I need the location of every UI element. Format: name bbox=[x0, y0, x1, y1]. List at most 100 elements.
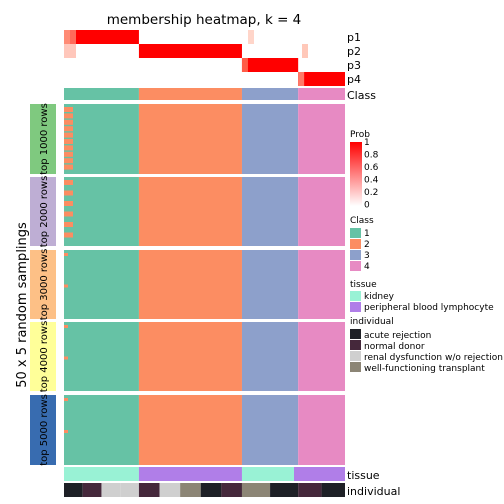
block-cell bbox=[64, 322, 139, 391]
block-cell bbox=[138, 104, 242, 174]
tissue-cell bbox=[294, 467, 299, 481]
individual-legend-swatch bbox=[350, 362, 361, 372]
sampling-group-bar bbox=[30, 395, 56, 465]
legends: Prob10.80.60.40.20Class1234tissuekidneyp… bbox=[350, 130, 503, 374]
prob-row-label: p4 bbox=[347, 73, 361, 86]
tissue-cell bbox=[241, 467, 299, 481]
individual-legend-title: individual bbox=[350, 317, 394, 327]
class-legend-swatch bbox=[350, 239, 361, 249]
individual-legend-swatch bbox=[350, 340, 361, 350]
prob-cell-fuzzy bbox=[298, 72, 305, 86]
class-row-label: Class bbox=[347, 89, 376, 102]
individual-cell bbox=[298, 483, 322, 497]
tissue-legend-swatch bbox=[350, 291, 361, 301]
block-cell bbox=[241, 177, 299, 246]
block-cell bbox=[298, 322, 345, 391]
individual-legend-label: normal donor bbox=[364, 342, 425, 352]
block-cell bbox=[241, 104, 299, 174]
class-cell bbox=[64, 88, 139, 100]
prob-cell-fuzzy bbox=[241, 58, 248, 72]
tissue-cell bbox=[138, 467, 242, 481]
tissue-cell bbox=[304, 467, 309, 481]
individual-legend-label: renal dysfunction w/o rejection bbox=[364, 353, 503, 363]
block-cell bbox=[64, 104, 139, 174]
individual-cell bbox=[200, 483, 222, 497]
mixed-membership-streak bbox=[64, 190, 73, 196]
mixed-membership-streak bbox=[64, 164, 73, 170]
mixed-membership-streak bbox=[64, 201, 73, 206]
block-cell bbox=[241, 322, 299, 391]
tissue-cell bbox=[298, 467, 345, 481]
tissue-cell bbox=[64, 467, 139, 481]
sampling-group-label: top 2000 rows bbox=[39, 176, 50, 248]
tissue-legend-label: kidney bbox=[364, 292, 395, 302]
individual-cell bbox=[321, 483, 345, 497]
block-cell bbox=[241, 395, 299, 465]
block-cell bbox=[298, 250, 345, 319]
mixed-membership-streak bbox=[64, 139, 73, 144]
prob-legend-tick: 0.4 bbox=[364, 176, 379, 186]
prob-legend-tick: 1 bbox=[364, 138, 370, 148]
prob-cell-fuzzy bbox=[302, 44, 308, 58]
class-legend-label: 1 bbox=[364, 229, 370, 239]
prob-row-label: p2 bbox=[347, 45, 361, 58]
tissue-legend-swatch bbox=[350, 302, 361, 312]
block-cell bbox=[64, 177, 139, 246]
block-cell bbox=[138, 395, 242, 465]
individual-cell bbox=[270, 483, 299, 497]
block-cell bbox=[298, 104, 345, 174]
individual-legend-swatch bbox=[350, 329, 361, 339]
block-cell bbox=[241, 250, 299, 319]
class-cell bbox=[298, 88, 345, 100]
individual-row-label: individual bbox=[347, 485, 400, 498]
prob-cell-fuzzy bbox=[70, 30, 76, 44]
mixed-membership-streak bbox=[64, 232, 73, 238]
sampling-group-bar bbox=[30, 250, 56, 319]
class-legend-swatch bbox=[350, 261, 361, 271]
mixed-membership-streak bbox=[64, 126, 73, 132]
individual-legend-label: well-functioning transplant bbox=[364, 364, 485, 374]
prob-legend-bar bbox=[350, 142, 362, 206]
chart-title: membership heatmap, k = 4 bbox=[107, 12, 302, 28]
prob-cell-fuzzy bbox=[64, 44, 76, 58]
prob-legend-tick: 0.6 bbox=[364, 163, 379, 173]
class-legend-swatch bbox=[350, 228, 361, 238]
class-legend-title: Class bbox=[350, 216, 374, 226]
prob-cell-p3 bbox=[241, 58, 299, 72]
mixed-membership-streak bbox=[64, 253, 68, 256]
mixed-membership-streak bbox=[64, 119, 73, 125]
mixed-membership-streak bbox=[64, 284, 68, 288]
sampling-axis-label: 50 x 5 random samplings bbox=[15, 222, 30, 388]
mixed-membership-streak bbox=[64, 356, 68, 360]
individual-cell bbox=[138, 483, 160, 497]
sampling-group-bar bbox=[30, 104, 56, 174]
individual-cell bbox=[101, 483, 121, 497]
prob-cell-p2 bbox=[138, 44, 242, 58]
block-cell bbox=[138, 177, 242, 246]
class-legend-label: 2 bbox=[364, 240, 370, 250]
tissue-legend-title: tissue bbox=[350, 280, 377, 290]
mixed-membership-streak bbox=[64, 145, 73, 151]
mixed-membership-streak bbox=[64, 132, 73, 138]
sampling-group-label: top 3000 rows bbox=[39, 249, 50, 321]
individual-cell bbox=[180, 483, 201, 497]
individual-cell bbox=[64, 483, 83, 497]
class-legend-swatch bbox=[350, 250, 361, 260]
prob-cell-fuzzy bbox=[248, 30, 254, 44]
class-cell bbox=[241, 88, 299, 100]
class-bar: Class bbox=[64, 88, 376, 102]
class-legend-label: 3 bbox=[364, 251, 370, 261]
prob-legend-tick: 0.2 bbox=[364, 188, 378, 198]
mixed-membership-streak bbox=[64, 151, 73, 157]
sampling-group-label: top 1000 rows bbox=[39, 103, 50, 175]
mixed-membership-streak bbox=[64, 398, 68, 401]
prob-legend-tick: 0.8 bbox=[364, 151, 379, 161]
sampling-group-bar bbox=[30, 177, 56, 246]
mixed-membership-streak bbox=[64, 430, 68, 433]
mixed-membership-streak bbox=[64, 325, 68, 328]
individual-legend-swatch bbox=[350, 351, 361, 361]
mixed-membership-streak bbox=[64, 158, 73, 164]
prob-cell-fuzzy bbox=[64, 30, 70, 44]
